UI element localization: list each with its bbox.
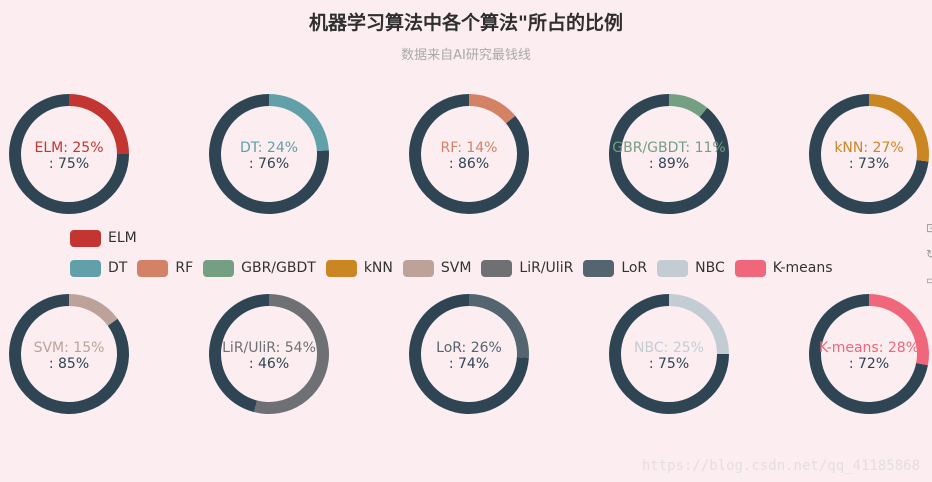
legend-swatch: [402, 259, 434, 277]
legend-label: LoR: [621, 260, 648, 276]
legend-label: LiR/UliR: [519, 260, 574, 276]
donut-nbc[interactable]: NBC: 25%: 75%: [609, 294, 729, 414]
donut-label: SVM: 15%: [34, 340, 105, 356]
legend-row: ELM: [70, 228, 920, 248]
legend-label: GBR/GBDT: [241, 260, 316, 276]
donut-remainder-label: : 75%: [649, 356, 689, 372]
donut-remainder-slice[interactable]: [208, 294, 269, 413]
chart-title: 机器学习算法中各个算法"所占的比例: [309, 12, 623, 34]
legend-swatch: [203, 259, 235, 277]
donut-value-slice[interactable]: [69, 294, 118, 326]
legend-item-nbc[interactable]: NBC: [657, 259, 725, 277]
donut-remainder-label: : 86%: [449, 156, 489, 172]
legend-label: RF: [175, 260, 194, 276]
donut-label: ELM: 25%: [34, 140, 103, 156]
legend-swatch: [325, 259, 357, 277]
legend-item-rf[interactable]: RF: [137, 259, 194, 277]
legend-label: NBC: [695, 260, 725, 276]
donut-remainder-label: : 72%: [849, 356, 889, 372]
legend-item-k-means[interactable]: K-means: [734, 259, 833, 277]
legend-item-lir-ulir[interactable]: LiR/UliR: [481, 259, 574, 277]
donut-remainder-label: : 75%: [49, 156, 89, 172]
legend-label: DT: [108, 260, 128, 276]
chart-subtitle: 数据来自AI研究最钱线: [401, 48, 531, 63]
donut-value-slice[interactable]: [869, 94, 929, 162]
donut-value-slice[interactable]: [669, 294, 729, 354]
donut-elm[interactable]: ELM: 25%: 75%: [9, 94, 129, 215]
legend-label: K-means: [772, 260, 833, 276]
legend-swatch: [734, 259, 766, 277]
donut-svm[interactable]: SVM: 15%: 85%: [9, 294, 129, 415]
legend-label: ELM: [108, 230, 137, 246]
watermark: https://blog.csdn.net/qq_41185868: [641, 458, 920, 474]
donut-remainder-label: : 74%: [449, 356, 489, 372]
donut-value-slice[interactable]: [469, 294, 529, 358]
donut-value-slice[interactable]: [269, 94, 329, 151]
donut-remainder-label: : 89%: [649, 156, 689, 172]
legend: ELM DT RF GBR/GBDT kNN SVM LiR/UliR LoR NBC K-mea…: [70, 228, 920, 288]
donut-knn[interactable]: kNN: 27%: 73%: [809, 94, 929, 214]
donut-label: RF: 14%: [441, 140, 498, 156]
donut-label: DT: 24%: [240, 140, 298, 156]
donut-label: LoR: 26%: [436, 340, 502, 356]
legend-swatch: [583, 259, 615, 277]
legend-label: SVM: [440, 260, 472, 276]
legend-item-svm[interactable]: SVM: [402, 259, 472, 277]
legend-swatch: [481, 259, 513, 277]
donut-value-slice[interactable]: [469, 94, 516, 124]
legend-item-knn[interactable]: kNN: [325, 259, 393, 277]
legend-item-elm[interactable]: ELM: [70, 229, 137, 247]
legend-item-lor[interactable]: LoR: [583, 259, 648, 277]
donut-gbr-gbdt[interactable]: GBR/GBDT: 11%: 89%: [609, 94, 730, 214]
legend-item-gbr-gbdt[interactable]: GBR/GBDT: [203, 259, 316, 277]
legend-label: kNN: [363, 260, 393, 276]
donut-lor[interactable]: LoR: 26%: 74%: [408, 294, 529, 414]
donut-label: LiR/UliR: 54%: [222, 340, 316, 356]
legend-swatch: [70, 259, 101, 277]
donut-value-slice[interactable]: [669, 94, 708, 118]
legend-row: DT RF GBR/GBDT kNN SVM LiR/UliR LoR NBC K-means: [70, 258, 920, 278]
donut-remainder-label: : 46%: [249, 356, 289, 372]
donut-remainder-label: : 76%: [249, 156, 289, 172]
legend-swatch: [657, 259, 689, 277]
donut-label: NBC: 25%: [634, 340, 704, 356]
donut-dt[interactable]: DT: 24%: 76%: [209, 94, 329, 215]
donut-remainder-label: : 73%: [849, 156, 889, 172]
legend-swatch: [70, 229, 101, 247]
donut-lir-ulir[interactable]: LiR/UliR: 54%: 46%: [208, 294, 329, 414]
toolbox-icon[interactable]: ⊡ ↻ ▭: [926, 221, 932, 287]
legend-item-dt[interactable]: DT: [70, 259, 128, 277]
donut-rf[interactable]: RF: 14%: 86%: [409, 94, 529, 215]
donut-label: GBR/GBDT: 11%: [612, 140, 725, 156]
donut-value-slice[interactable]: [69, 94, 129, 154]
donut-remainder-label: : 85%: [49, 356, 89, 372]
donut-value-slice[interactable]: [254, 294, 329, 414]
donut-label: kNN: 27%: [834, 140, 903, 156]
donut-label: K-means: 28%: [819, 340, 919, 356]
donut-value-slice[interactable]: [869, 294, 930, 366]
legend-swatch: [137, 259, 169, 277]
donut-k-means[interactable]: K-means: 28%: 72%: [809, 294, 930, 414]
